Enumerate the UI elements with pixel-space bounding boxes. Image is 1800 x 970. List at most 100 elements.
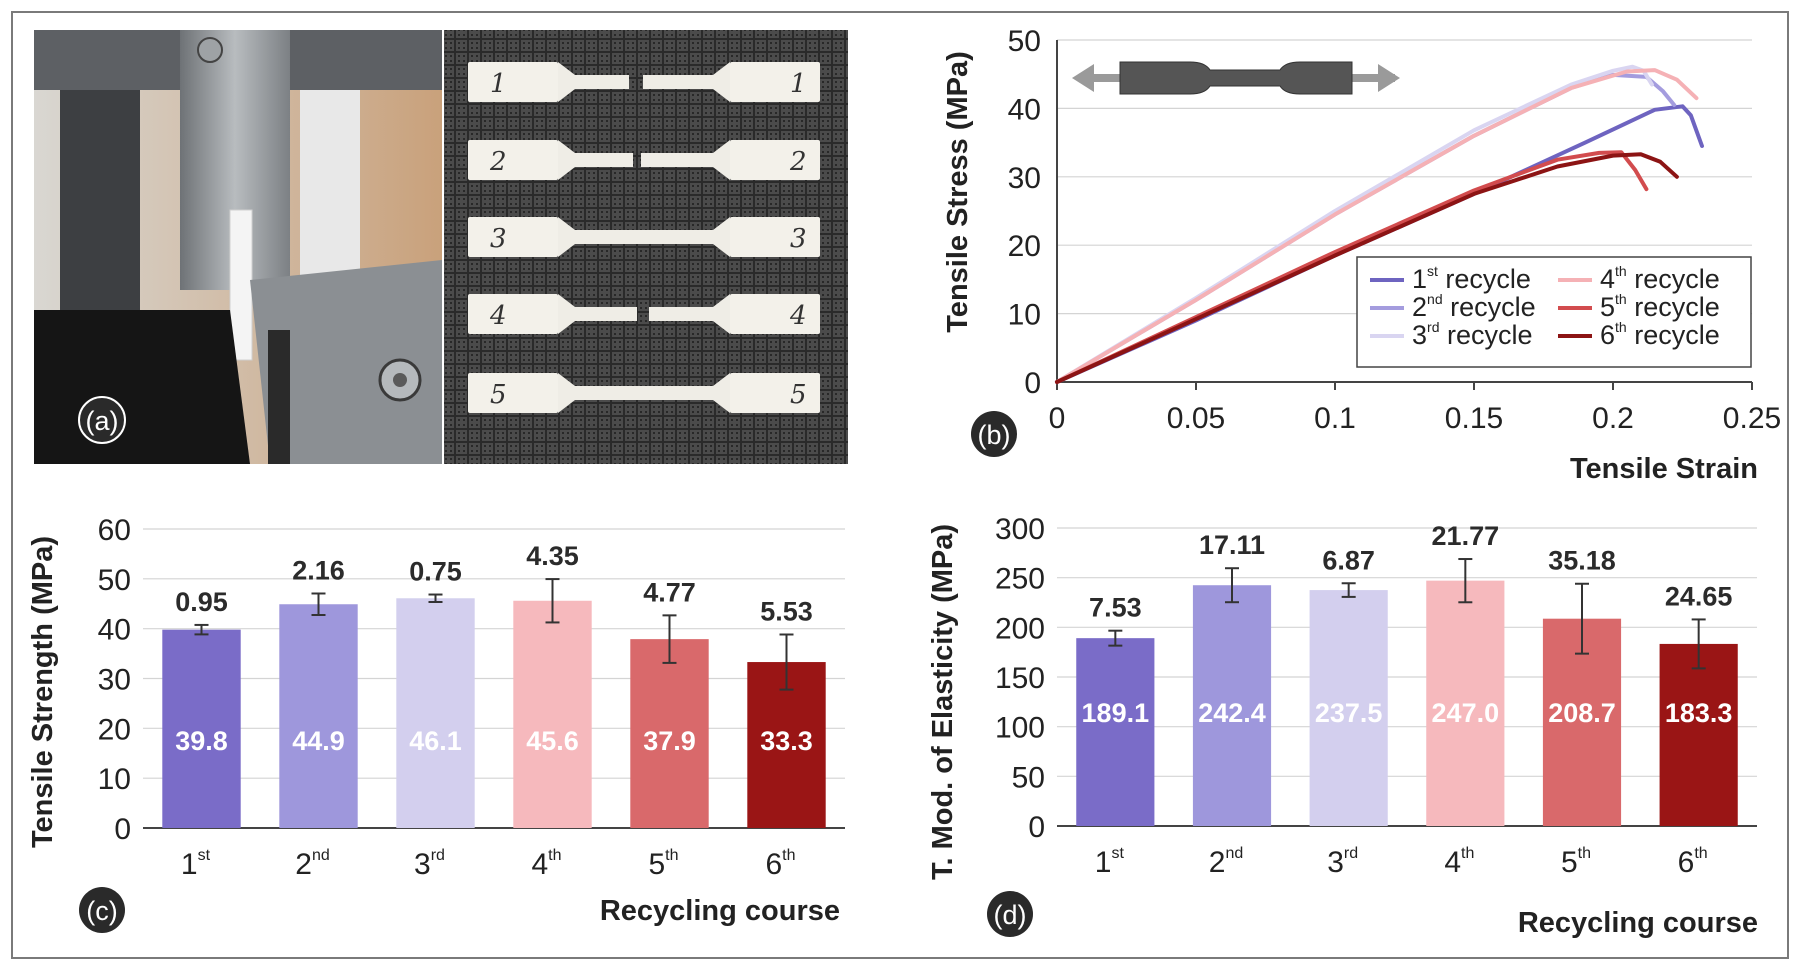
error-label: 5.53: [760, 596, 813, 626]
x-tick-label: 0.05: [1167, 402, 1225, 435]
x-tick-label: 6th: [765, 847, 795, 881]
chart-c-gridlines: [143, 528, 845, 829]
chart-c-x-axis-label: Recycling course: [600, 895, 840, 927]
bar: [1192, 585, 1272, 826]
error-label: 0.95: [175, 587, 228, 617]
machine-column: [300, 90, 360, 290]
chart-b-y-axis-label: Tensile Stress (MPa): [942, 51, 974, 333]
x-tick-label: 6th: [1678, 845, 1708, 879]
value-label: 208.7: [1548, 698, 1616, 728]
specimen-label: 3: [490, 224, 507, 254]
error-label: 0.75: [409, 557, 462, 587]
bar: [1659, 643, 1738, 826]
panel-label-b-text: (b): [978, 420, 1011, 450]
bar-group: 6.87 237.5: [1309, 545, 1388, 826]
x-tick-label: 1st: [1095, 845, 1125, 879]
y-tick-label: 20: [98, 713, 131, 746]
x-tick-label: 2nd: [1209, 845, 1243, 879]
arrow-left-icon: [1072, 64, 1094, 92]
y-tick-label: 30: [1008, 162, 1041, 195]
error-label: 35.18: [1548, 546, 1616, 576]
value-label: 189.1: [1082, 698, 1150, 728]
y-tick-label: 20: [1008, 230, 1041, 263]
x-tick-label: 1st: [181, 847, 211, 881]
y-tick-label: 10: [98, 763, 131, 796]
bar: [396, 598, 475, 828]
lower-grip-right: [250, 260, 442, 464]
legend-entry: 4th recycle: [1558, 263, 1720, 294]
bar: [1076, 638, 1155, 826]
legend-entry: 6th recycle: [1558, 319, 1720, 350]
bar-group: 0.95 39.8: [162, 587, 241, 828]
panel-label-a-text: (a): [86, 406, 119, 436]
bar-group: 21.77 247.0: [1426, 521, 1505, 826]
y-tick-label: 50: [1012, 761, 1045, 794]
value-label: 247.0: [1432, 698, 1500, 728]
x-tick-label: 2nd: [295, 847, 329, 881]
specimen-right: 4: [649, 294, 820, 334]
bar: [279, 604, 358, 828]
legend-entry: 2nd recycle: [1370, 291, 1536, 322]
bar: [513, 600, 592, 828]
x-tick-label: 3rd: [1327, 845, 1358, 879]
x-tick-label: 0.15: [1445, 402, 1503, 435]
panel-label-d-text: (d): [994, 900, 1027, 930]
bar-group: 5.53 33.3: [747, 596, 826, 828]
specimen-label: 3: [790, 224, 807, 254]
specimen-right: 3: [653, 217, 820, 257]
legend-label: 4th recycle: [1600, 263, 1720, 294]
value-label: 45.6: [526, 726, 579, 756]
y-tick-label: 250: [995, 563, 1045, 596]
machine-side-column: [60, 90, 140, 310]
legend-label: 2nd recycle: [1412, 291, 1536, 322]
value-label: 183.3: [1665, 698, 1733, 728]
error-label: 6.87: [1322, 545, 1375, 575]
specimens-right: 1 2 3 4 5: [641, 62, 820, 413]
y-tick-label: 50: [1008, 25, 1041, 58]
panel-label-b: (b): [971, 411, 1017, 457]
chart-b-y-ticks: 0 10 20 30 40 50: [1008, 25, 1041, 400]
specimens-left: 1 2 3 4 5: [468, 62, 695, 413]
specimen-right: 2: [641, 140, 820, 180]
chart-c-x-ticks: 1st 2nd 3rd 4th 5th 6th: [181, 847, 796, 881]
y-tick-label: 50: [98, 564, 131, 597]
screw-icon: [197, 37, 223, 63]
figure-border: [11, 11, 1789, 959]
specimen-left: 2: [468, 140, 633, 180]
bar-group: 0.75 46.1: [396, 557, 475, 828]
specimen-left: 4: [468, 294, 637, 334]
bar-group: 2.16 44.9: [279, 555, 358, 828]
error-label: 24.65: [1665, 581, 1733, 611]
chart-d-y-ticks: 0 50 100 150 200 250 300: [995, 513, 1045, 844]
error-label: 4.77: [643, 577, 696, 607]
bar: [630, 639, 709, 828]
bar: [162, 629, 241, 828]
legend-label: 3rd recycle: [1412, 319, 1533, 350]
chart-d-bars: 7.53 189.1 17.11 242.4 6.87 237.5 21.77 247.0 35…: [1076, 521, 1738, 826]
specimen-label: 4: [789, 301, 807, 331]
bar-group: 4.35 45.6: [513, 541, 592, 828]
y-tick-label: 0: [1024, 367, 1041, 400]
series-line: [1055, 68, 1699, 384]
specimen-right: 5: [661, 373, 820, 413]
bar-group: 7.53 189.1: [1076, 593, 1155, 826]
chart-c-y-ticks: 0 10 20 30 40 50 60: [98, 514, 131, 846]
legend-entry: 5th recycle: [1558, 291, 1720, 322]
specimen-right: 1: [643, 62, 820, 102]
legend-entry: 1st recycle: [1370, 263, 1531, 294]
y-tick-label: 60: [98, 514, 131, 547]
y-tick-label: 100: [995, 712, 1045, 745]
y-tick-label: 200: [995, 612, 1045, 645]
chart-c-y-axis-label: Tensile Strength (MPa): [27, 536, 59, 848]
specimen-left: 1: [468, 62, 629, 102]
specimen-label: 4: [489, 301, 507, 331]
panel-label-c-text: (c): [86, 896, 117, 926]
y-tick-label: 10: [1008, 299, 1041, 332]
panel-label-d: (d): [987, 891, 1033, 937]
error-label: 17.11: [1199, 530, 1265, 560]
x-tick-label: 3rd: [414, 847, 445, 881]
bolt-head-icon: [393, 373, 407, 387]
y-tick-label: 0: [114, 813, 131, 846]
series-line: [1055, 152, 1679, 384]
